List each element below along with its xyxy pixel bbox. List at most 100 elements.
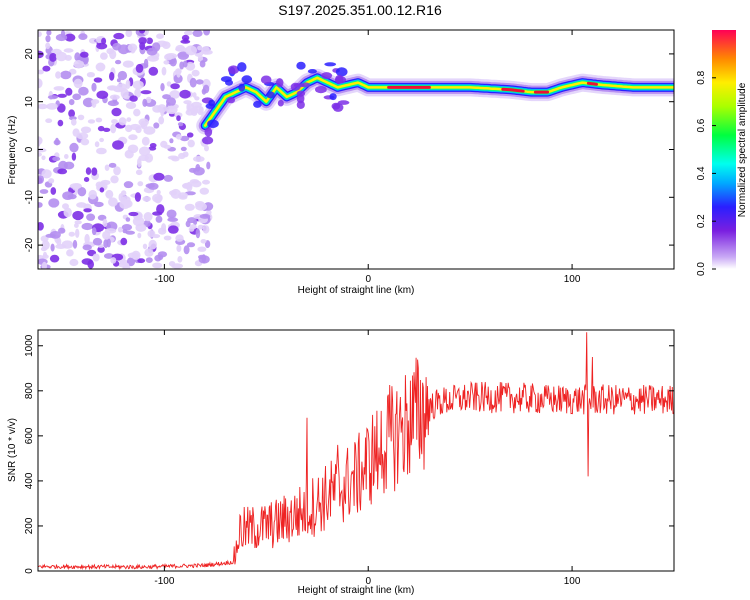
colorbar-tick-label: 0.0 [696, 262, 707, 276]
noise-blob [54, 137, 60, 146]
ridge-blob [335, 67, 348, 77]
noise-blob [118, 193, 124, 202]
noise-blob [195, 228, 201, 239]
ridge-blob [227, 65, 240, 74]
noise-blob [81, 222, 94, 231]
noise-blob [122, 60, 134, 68]
snr-y-tick-label: 200 [24, 517, 35, 534]
noise-blob [167, 217, 179, 222]
noise-blob [180, 146, 187, 152]
noise-blob [179, 135, 190, 142]
noise-blob [125, 79, 131, 90]
noise-blob [183, 37, 189, 43]
noise-blob [96, 90, 109, 100]
spectrogram-x-tick-label: 100 [564, 274, 581, 285]
noise-blob [183, 245, 190, 255]
noise-blob [87, 119, 96, 124]
noise-blob [193, 156, 205, 162]
noise-blob [55, 71, 62, 79]
snr-y-tick-label: 800 [24, 382, 35, 399]
noise-blob [134, 192, 141, 202]
noise-blob [169, 90, 181, 99]
noise-blob [183, 100, 192, 105]
snr-y-tick-label: 0 [24, 568, 35, 574]
noise-blob [68, 99, 75, 106]
noise-blob [38, 202, 43, 208]
noise-blob [158, 116, 165, 125]
colorbar-tick-label: 0.8 [696, 70, 707, 84]
noise-blob [82, 97, 95, 108]
noise-blob [60, 70, 72, 80]
noise-blob [153, 122, 160, 129]
noise-blob [179, 89, 191, 99]
snr-x-ticks: -100 0 100 [154, 330, 581, 587]
noise-blob [195, 202, 208, 211]
noise-blob [200, 239, 207, 244]
noise-blob [162, 41, 171, 49]
noise-blob [78, 86, 89, 96]
snr-y-label: SNR (10 * v/v) [7, 418, 18, 482]
noise-blob [194, 96, 200, 101]
noise-blob [120, 237, 128, 246]
noise-blob [152, 105, 163, 113]
noise-blob [101, 37, 107, 45]
noise-blob [161, 223, 167, 232]
noise-blob [182, 60, 188, 68]
noise-blob [144, 248, 154, 257]
noise-blob [186, 242, 196, 248]
noise-blob [96, 42, 108, 50]
noise-blob [185, 61, 196, 71]
noise-blob [40, 246, 48, 252]
noise-blob [84, 233, 90, 244]
noise-blob [88, 189, 97, 200]
ridge-blob [260, 75, 272, 85]
ridge-peak [501, 87, 525, 93]
noise-blob [177, 255, 183, 263]
noise-blob [195, 79, 204, 85]
noise-blob [104, 164, 110, 171]
noise-blob [110, 257, 117, 264]
noise-blob [199, 187, 209, 195]
noise-blob [58, 227, 66, 234]
noise-blob [147, 230, 156, 238]
noise-blob [93, 77, 103, 83]
noise-blob [138, 37, 147, 45]
noise-blob [115, 59, 122, 65]
noise-blob [72, 210, 84, 221]
noise-blob [206, 161, 211, 170]
noise-blob [161, 66, 167, 76]
noise-blob [169, 138, 174, 144]
noise-blob [102, 231, 111, 240]
noise-blob [186, 102, 191, 113]
noise-blob [129, 95, 138, 102]
noise-blob [123, 95, 130, 100]
noise-blob [176, 69, 181, 78]
noise-blob [145, 257, 153, 263]
snr-x-tick-label: 100 [564, 576, 581, 587]
noise-blob [77, 114, 85, 121]
noise-blob [164, 53, 173, 61]
noise-blob [127, 43, 138, 52]
noise-blob [80, 51, 89, 58]
noise-blob [38, 222, 44, 231]
noise-blob [109, 94, 120, 100]
ridge-blob [296, 90, 306, 97]
noise-blob [109, 49, 117, 60]
noise-blob [198, 106, 204, 114]
noise-blob [62, 203, 69, 210]
noise-blob [177, 122, 184, 127]
noise-blob [197, 55, 203, 62]
noise-blob [38, 31, 42, 37]
noise-blob [171, 156, 180, 162]
noise-blob [160, 107, 165, 117]
noise-blob [121, 224, 133, 231]
noise-blob [156, 189, 161, 195]
ridge-blob [202, 136, 214, 145]
noise-blob [185, 45, 198, 56]
ridge-peak [586, 81, 598, 86]
noise-blob [168, 261, 176, 267]
noise-blob [138, 154, 149, 161]
snr-y-ticks: 0 200 400 600 800 1000 [24, 334, 674, 574]
noise-blob [197, 224, 205, 230]
noise-blob [203, 30, 210, 36]
